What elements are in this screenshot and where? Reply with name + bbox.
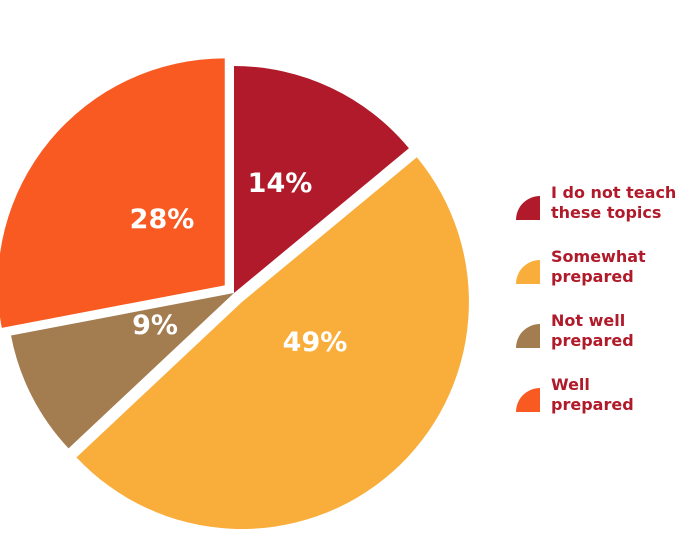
legend-swatch (516, 260, 540, 284)
legend-label: prepared (551, 395, 634, 414)
pie-slices (0, 58, 469, 530)
legend-label: Not well (551, 311, 625, 330)
pie-slice (0, 58, 225, 328)
pie-slice (234, 66, 409, 293)
legend-label: Well (551, 375, 590, 394)
legend-swatch (516, 388, 540, 412)
legend-label: I do not teach (551, 183, 676, 202)
legend-label: Somewhat (551, 247, 646, 266)
slice-value-label: 49% (283, 327, 348, 358)
legend-swatch (516, 196, 540, 220)
legend-label: prepared (551, 331, 634, 350)
pie-slice (11, 293, 234, 449)
slice-labels: 14% 49% 9% 28% (130, 168, 348, 358)
legend-label: these topics (551, 203, 661, 222)
slice-value-label: 28% (130, 204, 195, 235)
pie-slice (76, 157, 469, 530)
slice-value-label: 14% (248, 168, 313, 199)
slice-value-label: 9% (132, 310, 178, 341)
legend-label: prepared (551, 267, 634, 286)
legend-swatch (516, 324, 540, 348)
